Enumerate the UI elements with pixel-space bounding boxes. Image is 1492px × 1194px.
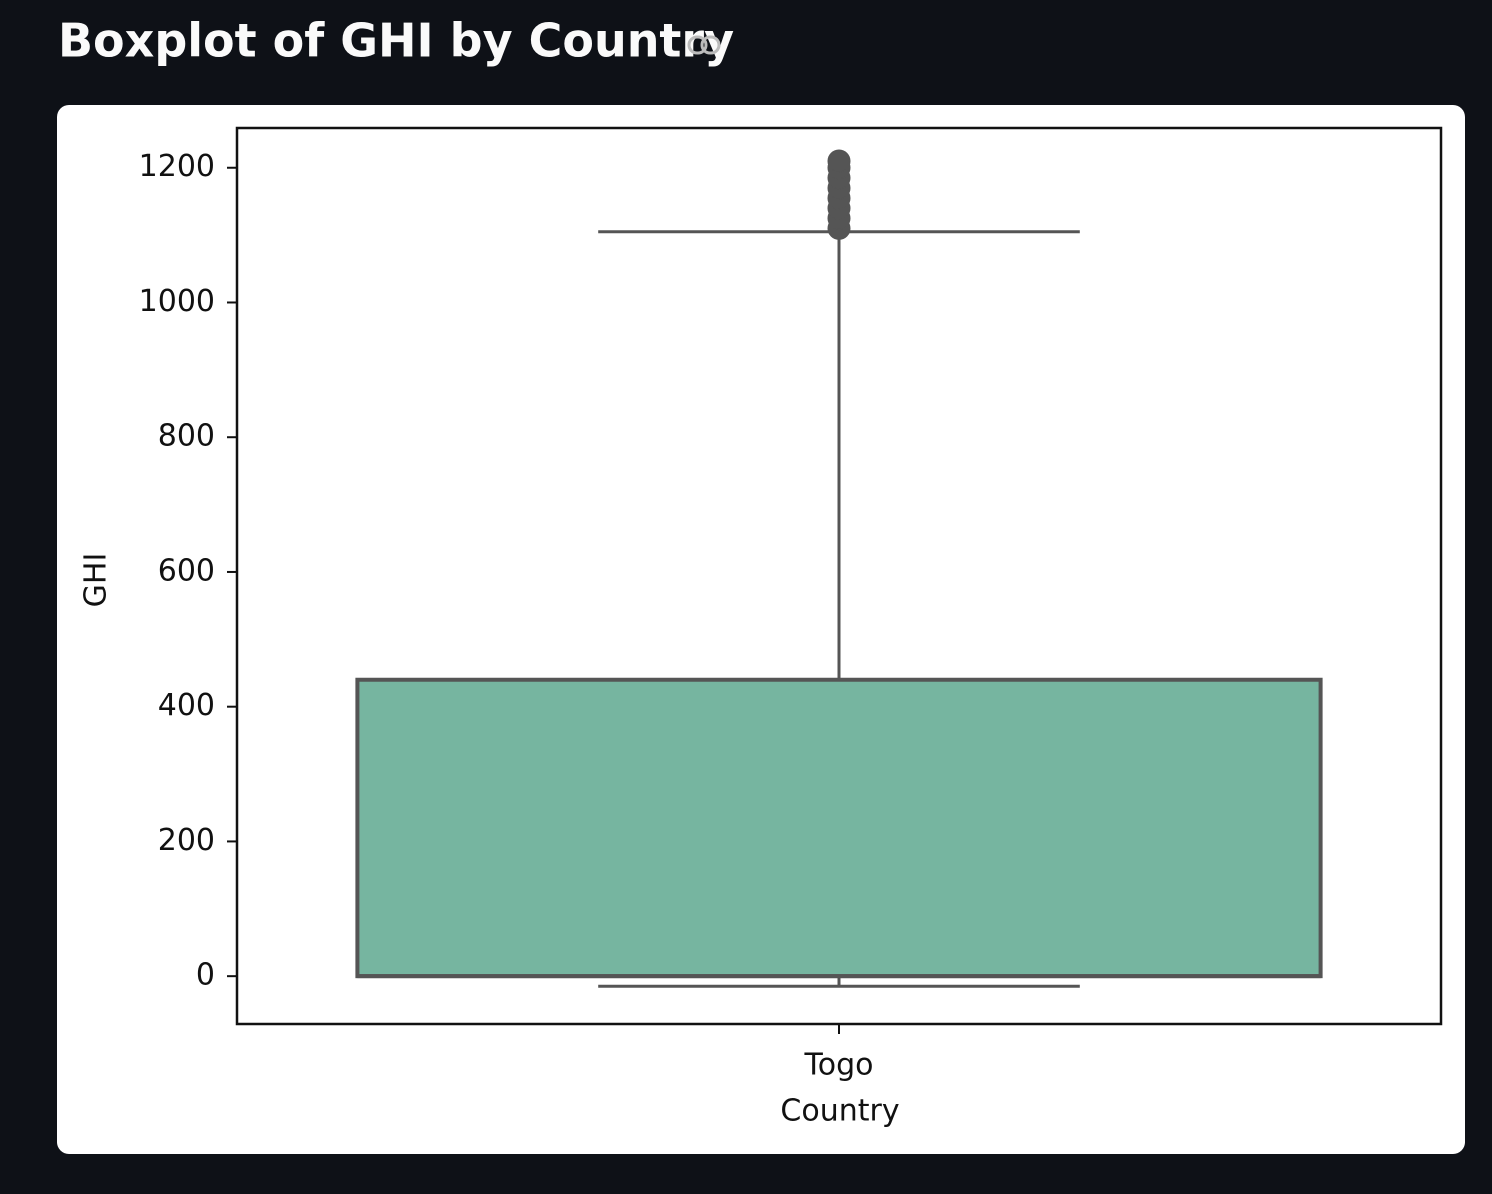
chart-card	[57, 105, 1465, 1154]
outlier	[827, 149, 851, 173]
page-title: Boxplot of GHI by Country	[58, 14, 734, 68]
y-tick-label: 200	[158, 823, 215, 858]
y-tick-label: 800	[158, 419, 215, 454]
plot: 0 200 400 600 800 1000 1200 Togo	[139, 126, 1443, 1083]
x-axis-label: Country	[780, 1094, 899, 1129]
plot-frame	[235, 126, 1443, 1026]
y-tick-label: 1000	[139, 284, 215, 319]
y-tick-label: 0	[196, 958, 215, 993]
y-tick-label: 600	[158, 553, 215, 588]
box	[355, 677, 1323, 979]
y-tick-label: 400	[158, 688, 215, 723]
y-tick-label: 1200	[139, 149, 215, 184]
y-axis-label: GHI	[79, 553, 114, 608]
anchor-link-icon[interactable]	[687, 35, 721, 55]
x-tick-label: Togo	[804, 1048, 874, 1083]
